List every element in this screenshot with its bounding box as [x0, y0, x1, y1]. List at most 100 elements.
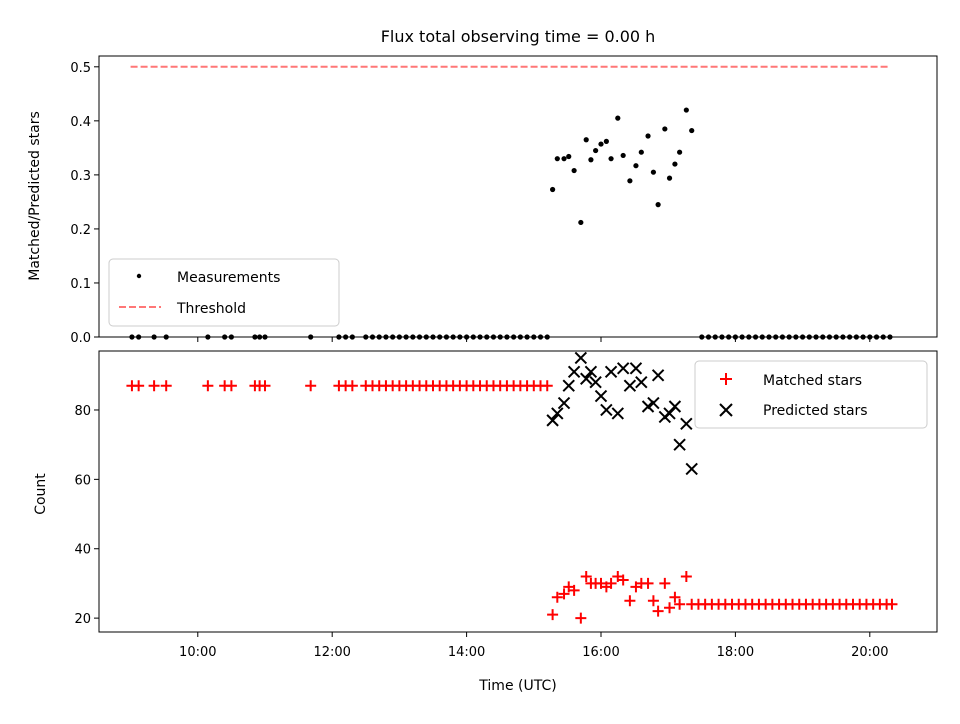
- measurements-point: [847, 334, 853, 340]
- predicted-stars-point: [580, 372, 593, 385]
- measurements-point: [490, 334, 497, 340]
- matched-stars-point: [160, 380, 172, 392]
- measurements-point: [477, 334, 483, 340]
- measurements-point: [396, 334, 402, 340]
- legend-matched-stars-label: Matched stars: [763, 373, 862, 389]
- matched-stars-point: [652, 605, 664, 617]
- measurements-point: [437, 334, 443, 340]
- measurements-point: [603, 138, 609, 144]
- measurements-point: [383, 334, 389, 340]
- measurements-point: [620, 152, 626, 159]
- matched-stars-point: [647, 595, 659, 607]
- measurements-point: [390, 334, 396, 340]
- ratio-y-axis-label: Matched/Predicted stars: [27, 111, 43, 281]
- legend-predicted-stars-marker: [719, 403, 733, 417]
- measurements-point: [726, 334, 732, 340]
- measurements-point: [363, 334, 369, 340]
- measurements-point: [517, 334, 523, 340]
- matched-stars-point: [624, 595, 636, 607]
- measurements-point: [336, 334, 342, 340]
- chart-title: Flux total observing time = 0.00 h: [381, 27, 656, 46]
- predicted-stars-point: [546, 414, 559, 427]
- measurements-point: [773, 334, 779, 340]
- measurements-point: [615, 115, 621, 121]
- measurements-point: [666, 175, 673, 181]
- measurements-point: [677, 149, 683, 155]
- predicted-stars-point: [567, 365, 581, 379]
- measurements-point: [136, 334, 142, 340]
- measurements-point: [813, 334, 819, 340]
- predicted-stars-point: [680, 417, 693, 431]
- predicted-stars-point: [616, 362, 630, 375]
- measurements-point: [826, 334, 833, 340]
- matched-stars-point: [642, 577, 654, 589]
- measurements-point: [655, 202, 661, 208]
- measurements-point: [712, 334, 718, 340]
- ratio-y-tick-label: 0.4: [70, 115, 91, 130]
- measurements-point: [672, 161, 678, 167]
- ratio-y-tick-label: 0.5: [70, 61, 91, 76]
- matched-stars-point: [558, 588, 570, 600]
- predicted-stars-point: [685, 462, 698, 476]
- count-y-tick-label: 80: [74, 404, 91, 419]
- measurements-point: [705, 334, 712, 340]
- count-plot-frame: [98, 350, 938, 633]
- measurements-point: [650, 169, 657, 175]
- ratio-y-tick-label: 0.0: [70, 331, 91, 346]
- measurements-point: [151, 334, 157, 340]
- measurements-point: [403, 334, 409, 340]
- measurements-point: [561, 156, 567, 162]
- matched-stars-point: [551, 591, 563, 603]
- legend-predicted-stars-label: Predicted stars: [763, 403, 868, 419]
- ratio-legend-box: [108, 258, 340, 327]
- count-legend-box: [694, 360, 928, 429]
- ratio-panel: 0.0 0.1 0.2 0.3 0.4 0.5 Matched/Predicted sta…: [27, 55, 938, 346]
- measurements-point: [799, 334, 806, 340]
- measurements-point: [578, 219, 584, 226]
- matched-stars-point: [346, 380, 358, 392]
- measurements-point: [759, 334, 765, 340]
- count-y-tick-label: 40: [74, 543, 91, 558]
- ratio-y-tick-label: 0.3: [70, 169, 91, 184]
- measurements-point: [349, 334, 355, 340]
- measurements-point: [308, 334, 314, 340]
- measurements-point: [376, 334, 382, 340]
- matched-stars-point: [669, 591, 681, 603]
- measurements-point: [739, 334, 745, 340]
- count-y-ticks: 20 40 60 80: [74, 404, 99, 627]
- measurements-point: [443, 334, 450, 340]
- measurements-point: [583, 137, 589, 143]
- matched-stars-point: [680, 570, 692, 582]
- measurements-point: [228, 334, 234, 340]
- matched-stars-point: [659, 577, 671, 589]
- measurements-point: [766, 334, 772, 340]
- measurements-point: [524, 334, 530, 340]
- count-y-tick-label: 60: [74, 473, 91, 488]
- measurements-point: [566, 153, 572, 160]
- measurements-point: [544, 334, 550, 340]
- predicted-stars-point: [635, 376, 648, 389]
- measurements-point: [880, 334, 886, 340]
- measurements-point: [608, 156, 614, 162]
- predicted-stars-point: [584, 365, 598, 379]
- measurements-point: [497, 334, 503, 340]
- measurements-point: [457, 334, 463, 340]
- predicted-stars-point: [562, 379, 575, 392]
- measurements-point: [732, 334, 738, 340]
- measurements-point: [343, 334, 349, 340]
- measurements-point: [719, 334, 725, 340]
- matched-stars-point: [225, 380, 237, 392]
- measurements-point: [860, 334, 866, 340]
- ratio-y-tick-label: 0.1: [70, 277, 91, 292]
- predicted-stars-point: [647, 396, 660, 410]
- measurements-point: [873, 334, 880, 340]
- x-tick-label: 16:00: [582, 645, 619, 660]
- count-x-ticks: 10:00 12:00 14:00 16:00 18:00 20:00: [179, 632, 889, 660]
- matched-stars-point: [541, 380, 553, 392]
- x-tick-label: 14:00: [448, 645, 485, 660]
- measurements-point: [887, 334, 893, 340]
- predicted-stars-point: [574, 351, 588, 365]
- measurements-point: [699, 334, 705, 340]
